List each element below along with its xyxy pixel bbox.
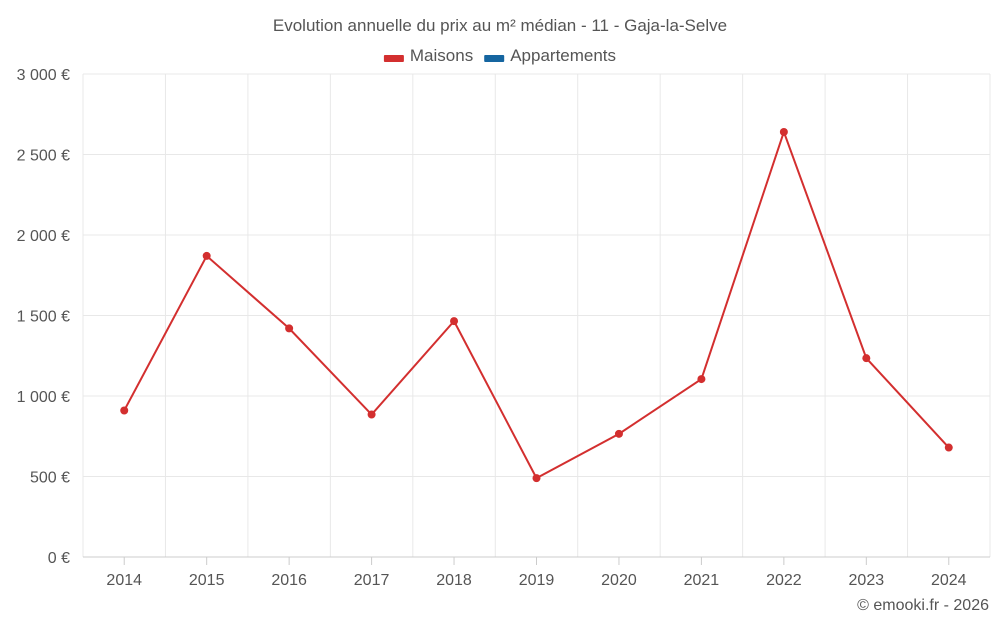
x-tick-label: 2023 [849, 572, 885, 589]
data-point[interactable] [614, 429, 623, 438]
y-tick-label: 1 000 € [17, 389, 70, 406]
y-tick-label: 1 500 € [17, 309, 70, 326]
x-tick-label: 2017 [354, 572, 390, 589]
y-tick-label: 2 500 € [17, 148, 70, 165]
data-point[interactable] [532, 474, 541, 483]
data-point[interactable] [367, 410, 376, 419]
data-point[interactable] [285, 324, 294, 333]
grid [82, 73, 991, 557]
y-tick-label: 2 000 € [17, 228, 70, 245]
x-tick-label: 2021 [684, 572, 720, 589]
data-point[interactable] [450, 317, 459, 326]
data-point[interactable] [120, 406, 129, 415]
legend-swatch [383, 55, 404, 62]
x-tick-label: 2019 [519, 572, 555, 589]
x-tick-label: 2022 [766, 572, 802, 589]
legend: Maisons Appartements [383, 46, 616, 65]
y-tick-label: 0 € [48, 550, 70, 567]
legend-label: Maisons [410, 46, 473, 65]
legend-swatch [484, 55, 505, 62]
legend-label: Appartements [510, 46, 616, 65]
series-layer [120, 127, 953, 483]
credit-text: © emooki.fr - 2026 [857, 597, 989, 614]
data-point[interactable] [202, 251, 211, 260]
legend-item-appartements[interactable]: Appartements [484, 46, 616, 65]
data-point[interactable] [944, 443, 953, 452]
x-tick-label: 2024 [931, 572, 967, 589]
x-tick-label: 2018 [436, 572, 472, 589]
axes: 0 € 500 € 1 000 € 1 500 € 2 000 € 2 500 € 3 00… [17, 67, 990, 589]
data-point[interactable] [779, 127, 788, 136]
x-tick-label: 2016 [271, 572, 307, 589]
y-tick-label: 500 € [30, 470, 70, 487]
x-tick-label: 2015 [189, 572, 225, 589]
chart-title: Evolution annuelle du prix au m² médian … [273, 16, 727, 35]
y-tick-label: 3 000 € [17, 67, 70, 84]
data-point[interactable] [697, 375, 706, 384]
legend-item-maisons[interactable]: Maisons [383, 46, 473, 65]
x-tick-label: 2020 [601, 572, 637, 589]
data-point[interactable] [862, 354, 871, 363]
x-tick-label: 2014 [106, 572, 142, 589]
